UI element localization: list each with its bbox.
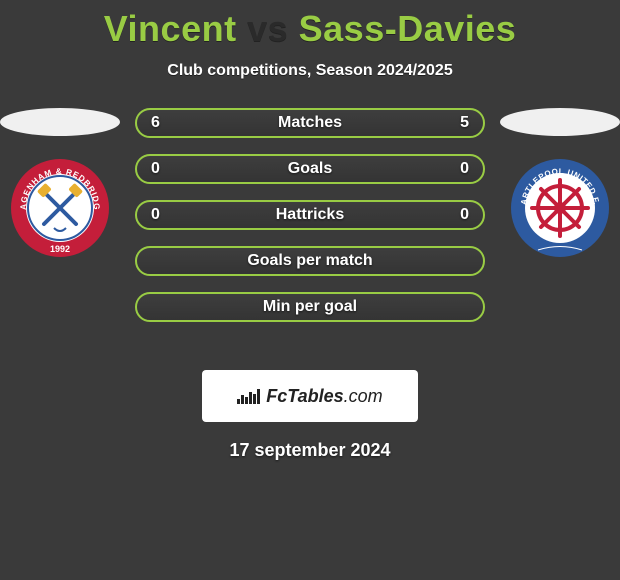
stat-label: Goals per match <box>247 252 372 270</box>
title-player2: Sass-Davies <box>299 8 517 49</box>
player-left-placeholder <box>0 108 120 136</box>
bar-chart-icon <box>237 389 260 404</box>
subtitle: Club competitions, Season 2024/2025 <box>0 62 620 80</box>
stat-row-hattricks: 0 Hattricks 0 <box>135 200 485 230</box>
hartlepool-crest-icon: HARTLEPOOL UNITED F.C <box>510 158 610 258</box>
source-logo-link[interactable]: FcTables.com <box>202 370 418 422</box>
stats-panel: 6 Matches 5 0 Goals 0 0 Hattricks 0 Goal… <box>135 108 485 338</box>
stat-row-mpg: Min per goal <box>135 292 485 322</box>
stat-row-goals: 0 Goals 0 <box>135 154 485 184</box>
date-text: 17 september 2024 <box>0 440 620 461</box>
club-crest-right: HARTLEPOOL UNITED F.C <box>510 158 610 258</box>
stat-right-value: 5 <box>460 114 469 132</box>
stat-left-value: 6 <box>151 114 160 132</box>
stat-label: Min per goal <box>263 298 357 316</box>
dagenham-crest-icon: DAGENHAM & REDBRIDGE 1992 <box>10 158 110 258</box>
svg-text:1992: 1992 <box>50 244 70 254</box>
title-player1: Vincent <box>104 8 237 49</box>
logo-bold: FcTables <box>266 386 343 406</box>
stat-right-value: 0 <box>460 160 469 178</box>
player-right-placeholder <box>500 108 620 136</box>
stat-row-gpm: Goals per match <box>135 246 485 276</box>
stat-left-value: 0 <box>151 160 160 178</box>
comparison-card: Vincent vs Sass-Davies Club competitions… <box>0 0 620 580</box>
stat-row-matches: 6 Matches 5 <box>135 108 485 138</box>
stat-right-value: 0 <box>460 206 469 224</box>
player-left-slot: DAGENHAM & REDBRIDGE 1992 <box>0 108 120 258</box>
stat-label: Hattricks <box>276 206 344 224</box>
source-logo-text: FcTables.com <box>266 386 382 407</box>
page-title: Vincent vs Sass-Davies <box>0 0 620 50</box>
club-crest-left: DAGENHAM & REDBRIDGE 1992 <box>10 158 110 258</box>
title-vs: vs <box>247 8 288 49</box>
main-area: DAGENHAM & REDBRIDGE 1992 <box>0 108 620 358</box>
stat-label: Goals <box>288 160 332 178</box>
stat-label: Matches <box>278 114 342 132</box>
stat-left-value: 0 <box>151 206 160 224</box>
player-right-slot: HARTLEPOOL UNITED F.C <box>500 108 620 258</box>
logo-light: .com <box>344 386 383 406</box>
